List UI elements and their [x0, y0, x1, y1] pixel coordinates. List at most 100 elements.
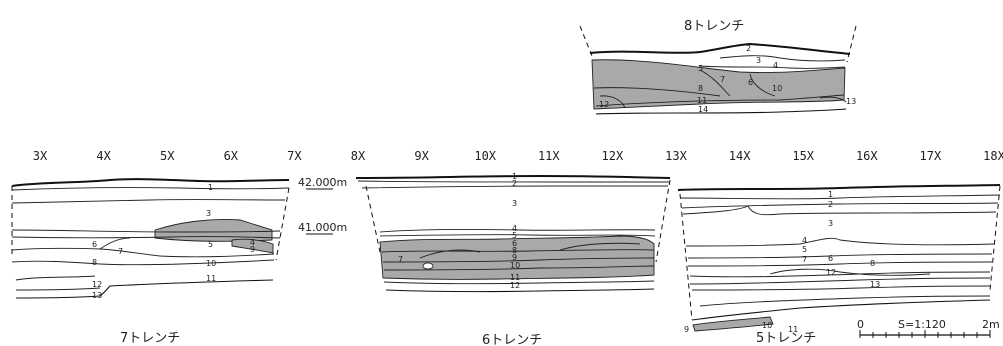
trench-5-layer-3: 3 [828, 219, 833, 228]
trench-6-layer-2: 2 [512, 179, 517, 188]
trench-7-title: 7トレンチ [120, 331, 180, 346]
trench-6-layer-5: 5 [512, 231, 517, 240]
trench-7-base [15, 279, 274, 299]
trench-6-layer-line [381, 249, 655, 253]
trench-6-right-dashed-edge [655, 179, 671, 263]
grid-label: 9X [414, 149, 429, 163]
trench-6-layer-line [419, 249, 481, 259]
grid-label: 4X [96, 149, 111, 163]
grid-label: 15X [792, 149, 814, 163]
trench-6-base [385, 288, 655, 293]
trench-5-layer-line [687, 261, 993, 267]
trench-7-layer-line [11, 247, 275, 258]
trench-6-layer-8: 8 [512, 246, 517, 255]
trench-5-layer-line [699, 295, 991, 307]
trench-7-layer-line [11, 187, 290, 191]
trench-7-layer-8: 8 [92, 258, 97, 267]
trench-8-section: 8トレンチ 2 3 4 5 6 7 8 10 11 12 13 14 [579, 19, 857, 115]
elevation-42m: 42.000m [298, 176, 347, 189]
trench-8-left-dashed-edge [579, 25, 593, 57]
trench-5-layer-2: 2 [828, 200, 833, 209]
trench-5-layer-7: 7 [802, 255, 807, 264]
trench-6-layer-line [383, 280, 655, 285]
trench-8-layer-line [819, 96, 847, 103]
trench-7-layer-13: 13 [92, 291, 102, 300]
trench-7-layer-10: 10 [206, 259, 216, 268]
trench-5-layer-12: 12 [826, 268, 836, 277]
trench-7-layer-line [11, 259, 275, 266]
trench-8-base [595, 108, 847, 115]
trench-6-layer-line [357, 180, 671, 183]
trench-6-layer-line [383, 265, 655, 271]
trench-7-layer-line [11, 236, 281, 239]
trench-8-layer-line [699, 69, 731, 97]
trench-6-layer-line [379, 228, 656, 233]
trench-5-layer-10: 10 [762, 321, 772, 330]
grid-label: 18X [983, 149, 1003, 163]
grid-label: 7X [287, 149, 302, 163]
grid-label: 12X [602, 149, 624, 163]
trench-6-layer-11: 11 [510, 273, 520, 282]
trench-5-layer-9: 9 [684, 325, 689, 334]
trench-8-layer-12: 12 [599, 100, 609, 109]
trench-6-layer-3: 3 [512, 199, 517, 208]
trench-8-layer-13: 13 [846, 97, 856, 106]
trench-6-layer-line [559, 242, 641, 251]
grid-axis-labels: 3X 4X 5X 6X 7X 8X 9X 10X 11X 12X 13X 14X 15X 16X 17X 18… [33, 149, 1003, 163]
trench-8-layer-14: 14 [698, 105, 708, 114]
trench-7-layer-line [15, 275, 96, 281]
trench-5-layer-line [687, 253, 993, 259]
trench-5-section: 1 2 3 4 5 6 7 8 9 10 11 12 13 5トレンチ [677, 184, 1001, 346]
trench-6-title: 6トレンチ [482, 333, 542, 346]
trench-6-left-dashed-edge [365, 185, 381, 253]
trench-7-gray-deposit-b [231, 238, 274, 254]
trench-7-layer-3: 3 [206, 209, 211, 218]
trench-6-layer-6: 6 [512, 239, 517, 248]
trench-8-layer-3: 3 [756, 56, 761, 65]
trench-6-layer-9: 9 [512, 253, 517, 262]
grid-label: 6X [224, 149, 239, 163]
trench-6-stone [422, 262, 434, 270]
scale-start-label: 0 [857, 318, 864, 331]
trench-5-layer-line [769, 268, 931, 276]
trench-8-right-dashed-edge [846, 25, 857, 63]
scale-bar-ticks [859, 330, 991, 338]
grid-label: 16X [856, 149, 878, 163]
trench-7-layer-7: 7 [118, 247, 123, 256]
trench-5-layer-line [689, 277, 991, 285]
trench-7-layer-line [15, 287, 101, 291]
trench-5-right-dashed-edge [989, 185, 1001, 291]
trench-8-layer-line [699, 65, 846, 69]
trench-5-base [691, 299, 991, 321]
trench-6-gray-deposit [379, 235, 655, 280]
trench-8-layer-line [599, 95, 626, 109]
trench-6-layer-line [361, 185, 668, 189]
trench-6-layer-10: 10 [510, 261, 520, 270]
trench-8-surface [589, 42, 851, 55]
trench-5-title: 5トレンチ [756, 331, 816, 346]
trench-7-layer-5: 5 [208, 240, 213, 249]
trench-8-layer-5: 5 [698, 64, 703, 73]
trench-8-layer-line [749, 73, 776, 97]
grid-label: 8X [351, 149, 366, 163]
grid-label: 17X [920, 149, 942, 163]
grid-label: 5X [160, 149, 175, 163]
trench-5-layer-6: 6 [828, 254, 833, 263]
trench-5-left-dashed-edge [679, 193, 693, 321]
trench-6-layer-4: 4 [512, 224, 517, 233]
grid-label: 14X [729, 149, 751, 163]
trench-5-layer-8: 8 [870, 259, 875, 268]
trench-7-gray-deposit-a [154, 219, 273, 242]
elevation-41m: 41.000m [298, 221, 347, 234]
trench-5-gray-deposit [692, 316, 774, 332]
trench-5-layer-4: 4 [802, 236, 807, 245]
trench-8-layer-4: 4 [773, 61, 778, 70]
grid-label: 13X [665, 149, 687, 163]
trench-7-right-dashed-edge [275, 187, 290, 261]
scale-end-label: 2m [982, 318, 1000, 331]
trench-5-layer-line [691, 285, 991, 291]
trench-5-surface [677, 184, 1001, 191]
elevation-marks: 42.000m 41.000m [298, 176, 347, 235]
trench-6-surface [355, 174, 671, 179]
